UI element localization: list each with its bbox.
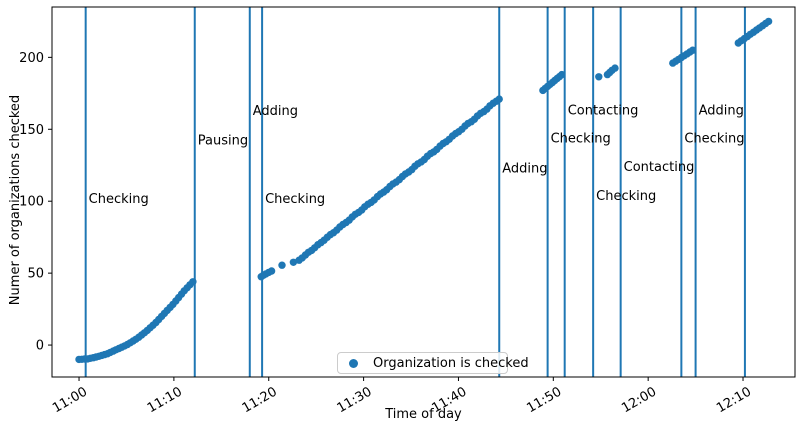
- y-tick-label: 100: [19, 195, 44, 210]
- event-label: Contacting: [624, 160, 695, 175]
- legend: Organization is checked: [337, 352, 529, 374]
- event-label: Adding: [502, 162, 547, 177]
- scatter-point: [558, 70, 566, 79]
- scatter-point: [267, 267, 276, 275]
- event-label: Checking: [265, 192, 325, 207]
- event-label: Checking: [684, 131, 744, 146]
- scatter-point: [689, 46, 697, 54]
- y-tick-label: 0: [36, 339, 44, 354]
- event-label: Checking: [89, 192, 149, 207]
- scatter-point: [278, 261, 286, 269]
- event-label: Adding: [699, 103, 744, 118]
- scatter-point: [611, 64, 619, 72]
- scatter-point: [189, 278, 197, 286]
- legend-marker-icon: [349, 358, 358, 368]
- event-label: Pausing: [198, 134, 248, 149]
- legend-label: Organization is checked: [373, 355, 529, 371]
- y-tick-label: 150: [19, 123, 44, 138]
- scatter-point: [289, 258, 298, 266]
- y-tick-label: 50: [27, 267, 44, 282]
- x-axis-title: Time of day: [385, 407, 462, 422]
- scatter-point: [595, 73, 603, 81]
- event-label: Adding: [253, 104, 298, 119]
- scatter-point: [764, 17, 773, 26]
- scatter-point: [495, 95, 503, 103]
- plot-frame: [51, 6, 796, 378]
- event-label: Contacting: [568, 103, 639, 118]
- event-label: Checking: [596, 189, 656, 204]
- y-axis-title: Numer of organizations checked: [8, 94, 23, 306]
- y-tick-label: 200: [19, 51, 44, 66]
- event-label: Checking: [551, 131, 611, 146]
